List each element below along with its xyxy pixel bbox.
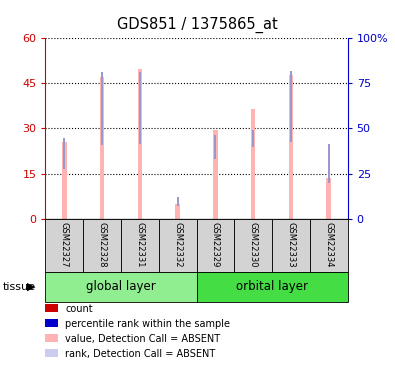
Text: GSM22334: GSM22334 (324, 222, 333, 267)
Bar (289, 75, 293, 219)
Text: orbital layer: orbital layer (236, 280, 308, 293)
Bar (272, 219, 310, 272)
Text: GSM22331: GSM22331 (135, 222, 144, 267)
Bar (177, 196, 179, 206)
Text: global layer: global layer (86, 280, 156, 293)
Text: value, Detection Call = ABSENT: value, Detection Call = ABSENT (65, 334, 220, 344)
Bar (64, 138, 65, 170)
Bar (326, 178, 331, 219)
Bar (310, 219, 348, 272)
Text: GSM22327: GSM22327 (60, 222, 69, 267)
Text: count: count (65, 304, 93, 313)
Bar (290, 71, 292, 142)
Bar (234, 219, 272, 272)
Bar (175, 204, 180, 219)
Text: tissue: tissue (3, 282, 36, 292)
Bar (83, 219, 121, 272)
Text: percentile rank within the sample: percentile rank within the sample (65, 319, 230, 328)
Bar (251, 109, 256, 219)
Text: GSM22333: GSM22333 (286, 222, 295, 267)
Text: GSM22328: GSM22328 (98, 222, 107, 267)
Bar (197, 219, 234, 272)
Bar (197, 272, 348, 302)
Bar (328, 144, 329, 183)
Bar (137, 69, 142, 219)
Bar (45, 272, 197, 302)
Bar (121, 219, 159, 272)
Bar (214, 135, 216, 159)
Text: GDS851 / 1375865_at: GDS851 / 1375865_at (117, 17, 278, 33)
Bar (139, 72, 141, 144)
Text: rank, Detection Call = ABSENT: rank, Detection Call = ABSENT (65, 349, 215, 358)
Bar (100, 77, 104, 219)
Bar (159, 219, 197, 272)
Bar (45, 219, 83, 272)
Text: ▶: ▶ (27, 282, 36, 292)
Text: GSM22332: GSM22332 (173, 222, 182, 267)
Bar (101, 72, 103, 145)
Bar (62, 142, 67, 219)
Text: GSM22329: GSM22329 (211, 222, 220, 267)
Bar (213, 130, 218, 219)
Bar (252, 130, 254, 147)
Text: GSM22330: GSM22330 (249, 222, 258, 267)
